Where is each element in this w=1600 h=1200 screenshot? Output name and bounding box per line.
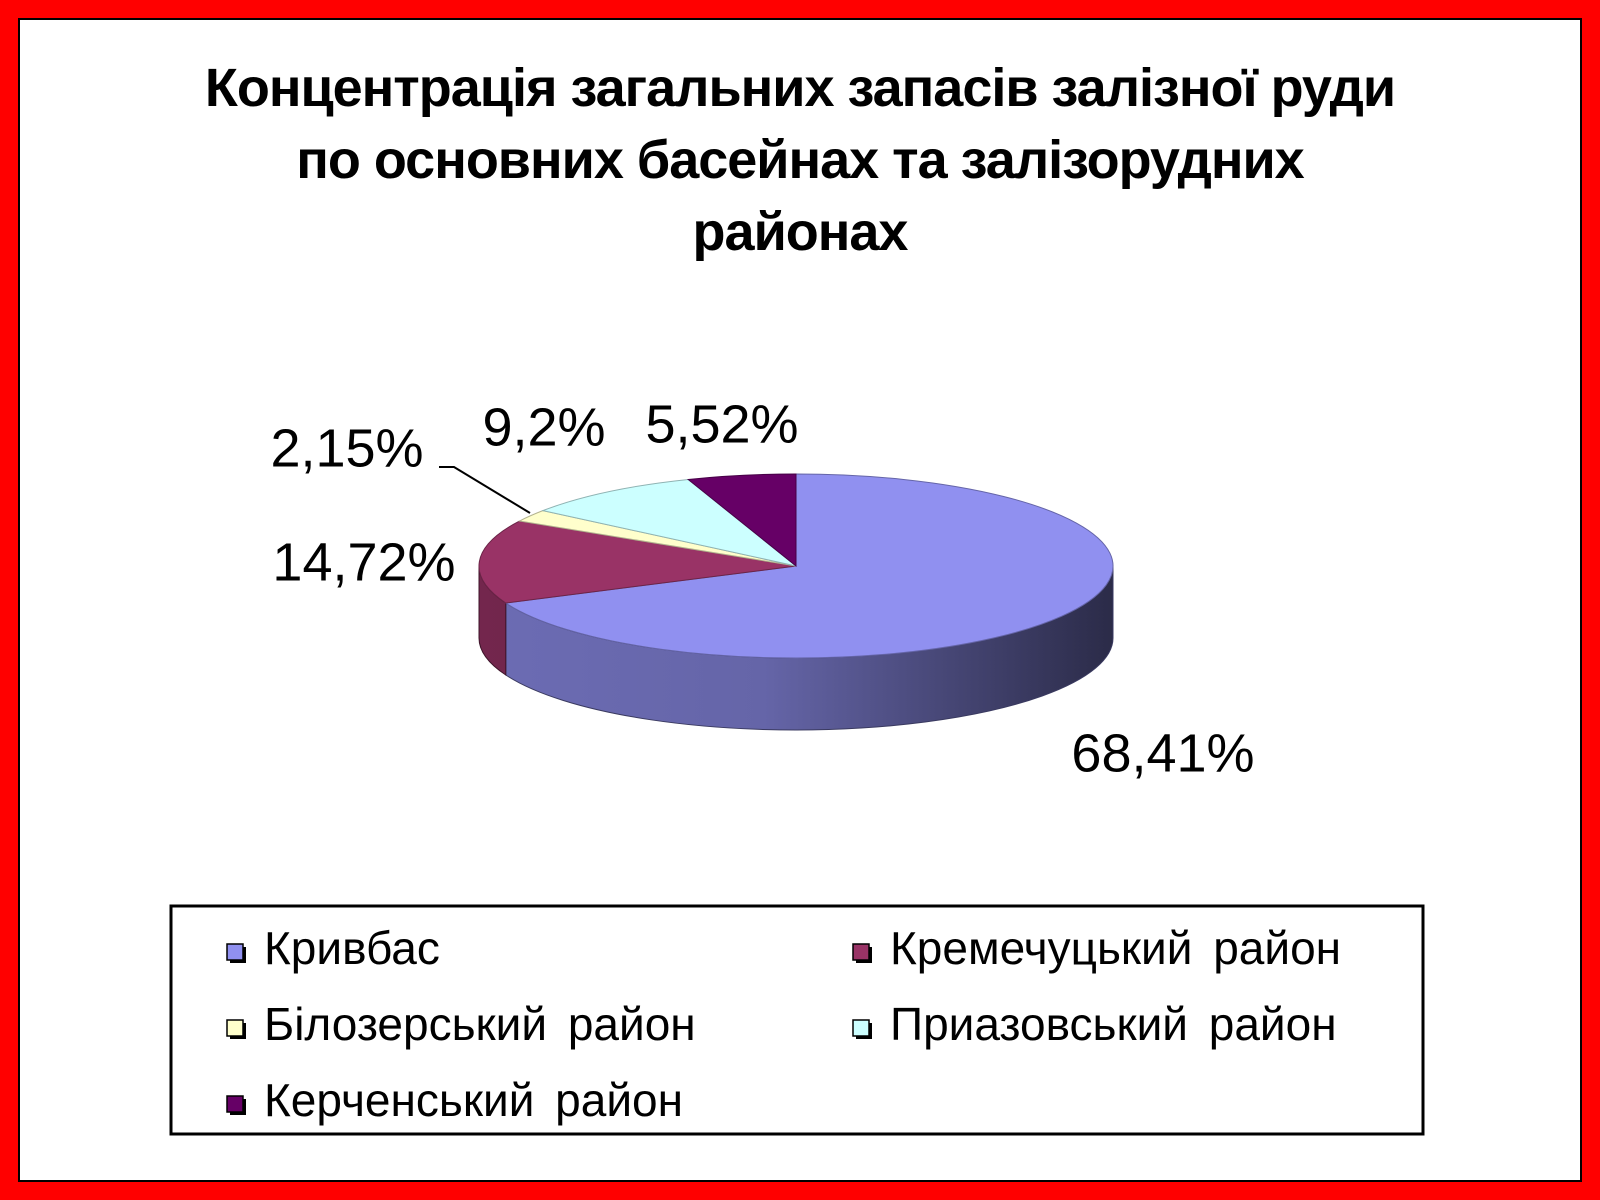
pie-slice [504, 473, 1114, 659]
chart-title: Концентрація загальних запасів залізної … [204, 58, 1396, 262]
pie-slice [686, 473, 797, 568]
data-label: 2,15% [270, 418, 423, 478]
leader-line [439, 466, 531, 514]
legend-label: Білозерський район [264, 998, 696, 1050]
data-label: 9,2% [482, 397, 605, 457]
legend-marker [852, 1019, 870, 1037]
legend-marker [226, 1095, 244, 1113]
data-label: 68,41% [1071, 723, 1254, 783]
legend-label: Кремечуцький район [890, 922, 1341, 974]
legend-marker [226, 1019, 244, 1037]
legend-label: Керченський район [264, 1074, 683, 1126]
legend-label: Приазовський район [890, 998, 1337, 1050]
legend-marker [226, 943, 244, 961]
legend-marker [852, 943, 870, 961]
data-label: 14,72% [272, 532, 455, 592]
data-label: 5,52% [645, 394, 798, 454]
legend-box [169, 904, 1425, 1136]
pie-slice [541, 478, 797, 567]
legend-label: Кривбас [264, 922, 440, 974]
pie-slice [478, 520, 797, 604]
